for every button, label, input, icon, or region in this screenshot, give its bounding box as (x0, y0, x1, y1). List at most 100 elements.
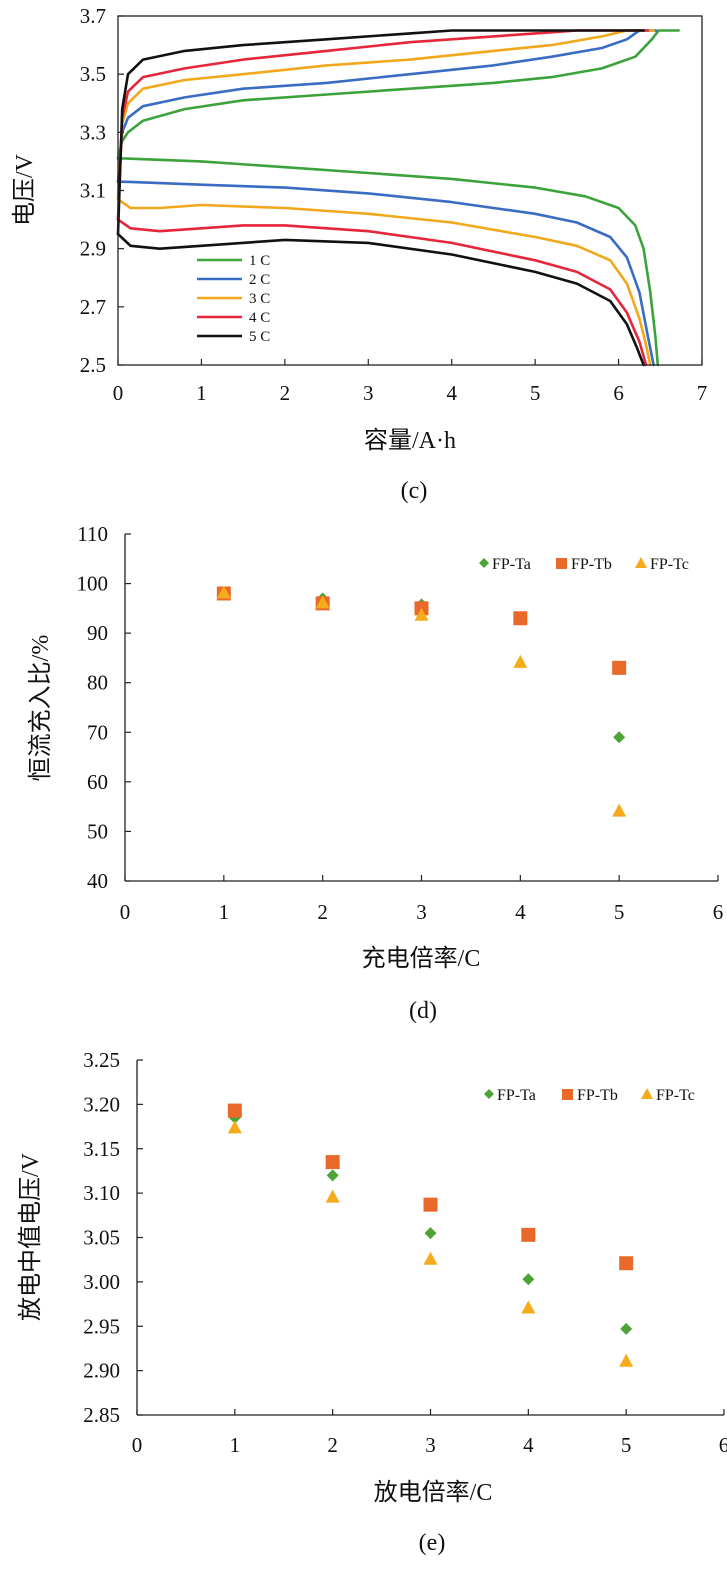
panel-e-x-tick-label: 5 (621, 1433, 632, 1457)
panel-c-x-tick-label: 7 (697, 381, 708, 405)
panel-d-y-tick-label: 100 (77, 572, 109, 596)
panel-e-x-tick-label: 6 (719, 1433, 727, 1457)
panel-e-x-tick-label: 3 (425, 1433, 436, 1457)
panel-c-x-tick-label: 6 (613, 381, 624, 405)
legend-label-fp-tc: FP-Tc (650, 556, 689, 573)
panel-c-x-tick-label: 1 (196, 381, 207, 405)
panel-d: 0 1 2 3 4 5 6 40 50 60 70 80 90 100 110 FP-Ta FP-Tb FP… (27, 522, 723, 1024)
panel-d-x-tick-label: 3 (416, 900, 427, 924)
curve-1-c-discharge (116, 157, 660, 367)
panel-d-label: (d) (409, 998, 437, 1024)
legend-label-fp-tb: FP-Tb (571, 556, 612, 573)
curve-5-c-discharge (116, 232, 645, 367)
point-fp-tc (315, 595, 330, 609)
legend-label-3c: 3 C (249, 291, 270, 307)
curve-1-c-charge (116, 29, 680, 160)
panel-c-label: (c) (401, 478, 428, 504)
panel-d-x-axis-title: 充电倍率/C (362, 945, 481, 972)
legend-marker-fp-tc (641, 1088, 653, 1099)
panel-c-x-axis-title: 容量/A·h (364, 427, 456, 454)
point-fp-ta (326, 1169, 339, 1182)
panel-d-y-tick-label: 80 (87, 671, 108, 695)
legend-label-4c: 4 C (249, 310, 270, 326)
curve-4-c-charge (116, 29, 650, 221)
panel-d-ticks: 0 1 2 3 4 5 6 40 50 60 70 80 90 100 110 (77, 522, 724, 924)
panel-c-x-tick-label: 5 (530, 381, 541, 405)
legend-marker-fp-ta (484, 1089, 494, 1099)
panel-e-x-tick-label: 2 (327, 1433, 338, 1457)
panel-c-x-tick-label: 4 (446, 381, 457, 405)
point-fp-tb (513, 611, 528, 626)
panel-c-x-tick-label: 3 (363, 381, 374, 405)
panel-e-y-tick-label: 3.00 (83, 1270, 120, 1294)
point-fp-tc (513, 654, 528, 668)
legend-label-2c: 2 C (249, 272, 270, 288)
panel-c-y-axis-title: 电压/V (11, 153, 38, 226)
point-fp-tb (612, 660, 627, 675)
panel-e-y-axis-title: 放电中值电压/V (17, 1152, 44, 1321)
panel-c-ticks: 0 1 2 3 4 5 6 7 2.5 2.7 2.9 3.1 3.3 3.5 3.7 (80, 4, 708, 405)
legend-label-fp-ta: FP-Ta (497, 1087, 536, 1104)
panel-c-x-tick-label: 2 (280, 381, 291, 405)
curve-3-c-charge (116, 29, 655, 201)
panel-c-y-tick-label: 3.3 (80, 120, 106, 144)
panel-d-y-tick-label: 110 (77, 522, 108, 546)
panel-c-legend: 1 C 2 C 3 C 4 C 5 C (197, 253, 270, 345)
panel-d-y-tick-label: 60 (87, 770, 108, 794)
panel-e-y-tick-label: 3.25 (83, 1048, 120, 1072)
panel-d-y-tick-label: 40 (87, 869, 108, 893)
legend-marker-fp-tb (562, 1089, 573, 1100)
panel-e-x-tick-label: 0 (132, 1433, 143, 1457)
point-fp-tc (216, 585, 231, 599)
panel-e-x-axis-title: 放电倍率/C (374, 1479, 493, 1506)
point-fp-ta (424, 1227, 437, 1240)
panel-e-ticks: 0 1 2 3 4 5 6 2.85 2.90 2.95 3.00 3.05 3.10 3.15 3.20 3… (83, 1048, 727, 1457)
panel-c-y-tick-label: 2.5 (80, 353, 106, 377)
point-fp-ta (620, 1322, 633, 1335)
curve-5-c-charge (116, 29, 645, 236)
curve-4-c-discharge (116, 218, 648, 367)
panel-e-y-tick-label: 2.85 (83, 1403, 120, 1427)
panel-c-y-tick-label: 2.9 (80, 237, 106, 261)
legend-label-fp-tb: FP-Tb (577, 1087, 618, 1104)
panel-e: 0 1 2 3 4 5 6 2.85 2.90 2.95 3.00 3.05 3.10 3.15 3.20 3… (17, 1048, 727, 1556)
point-fp-tc (612, 803, 627, 817)
panel-d-x-tick-label: 2 (317, 900, 328, 924)
panel-d-x-tick-label: 5 (614, 900, 625, 924)
point-fp-tb (619, 1256, 634, 1271)
point-fp-tc (521, 1300, 536, 1314)
point-fp-tc (619, 1353, 634, 1367)
point-fp-tc (414, 607, 429, 621)
panel-e-y-tick-label: 3.10 (83, 1181, 120, 1205)
panel-d-x-tick-label: 6 (713, 900, 724, 924)
panel-e-y-tick-label: 3.15 (83, 1137, 120, 1161)
curve-3-c-discharge (116, 197, 652, 367)
panel-e-x-tick-label: 4 (523, 1433, 534, 1457)
panel-d-y-tick-label: 70 (87, 720, 108, 744)
panel-c-y-tick-label: 3.5 (80, 62, 106, 86)
panel-c-plot-frame (117, 15, 703, 366)
panel-d-y-tick-label: 50 (87, 819, 108, 843)
curve-2-c-charge (116, 29, 658, 184)
point-fp-tc (423, 1251, 438, 1265)
legend-marker-fp-tc (635, 557, 647, 568)
point-fp-tc (227, 1120, 242, 1134)
panel-d-y-tick-label: 90 (87, 621, 108, 645)
curve-2-c-discharge (116, 180, 655, 367)
point-fp-ta (613, 731, 626, 744)
legend-label-1c: 1 C (249, 253, 270, 269)
legend-label-fp-ta: FP-Ta (492, 556, 531, 573)
panel-c-y-tick-label: 2.7 (80, 295, 106, 319)
panel-e-y-tick-label: 3.20 (83, 1092, 120, 1116)
legend-label-5c: 5 C (249, 329, 270, 345)
legend-marker-fp-tb (556, 558, 567, 569)
point-fp-tb (227, 1103, 242, 1118)
panel-d-y-axis-title: 恒流充入比/% (27, 635, 54, 782)
panel-d-x-tick-label: 4 (515, 900, 526, 924)
panel-d-points (216, 585, 627, 817)
panel-c-y-tick-label: 3.7 (80, 4, 106, 28)
panel-e-legend: FP-Ta FP-Tb FP-Tc (484, 1087, 695, 1104)
panel-c-curves (116, 29, 680, 367)
